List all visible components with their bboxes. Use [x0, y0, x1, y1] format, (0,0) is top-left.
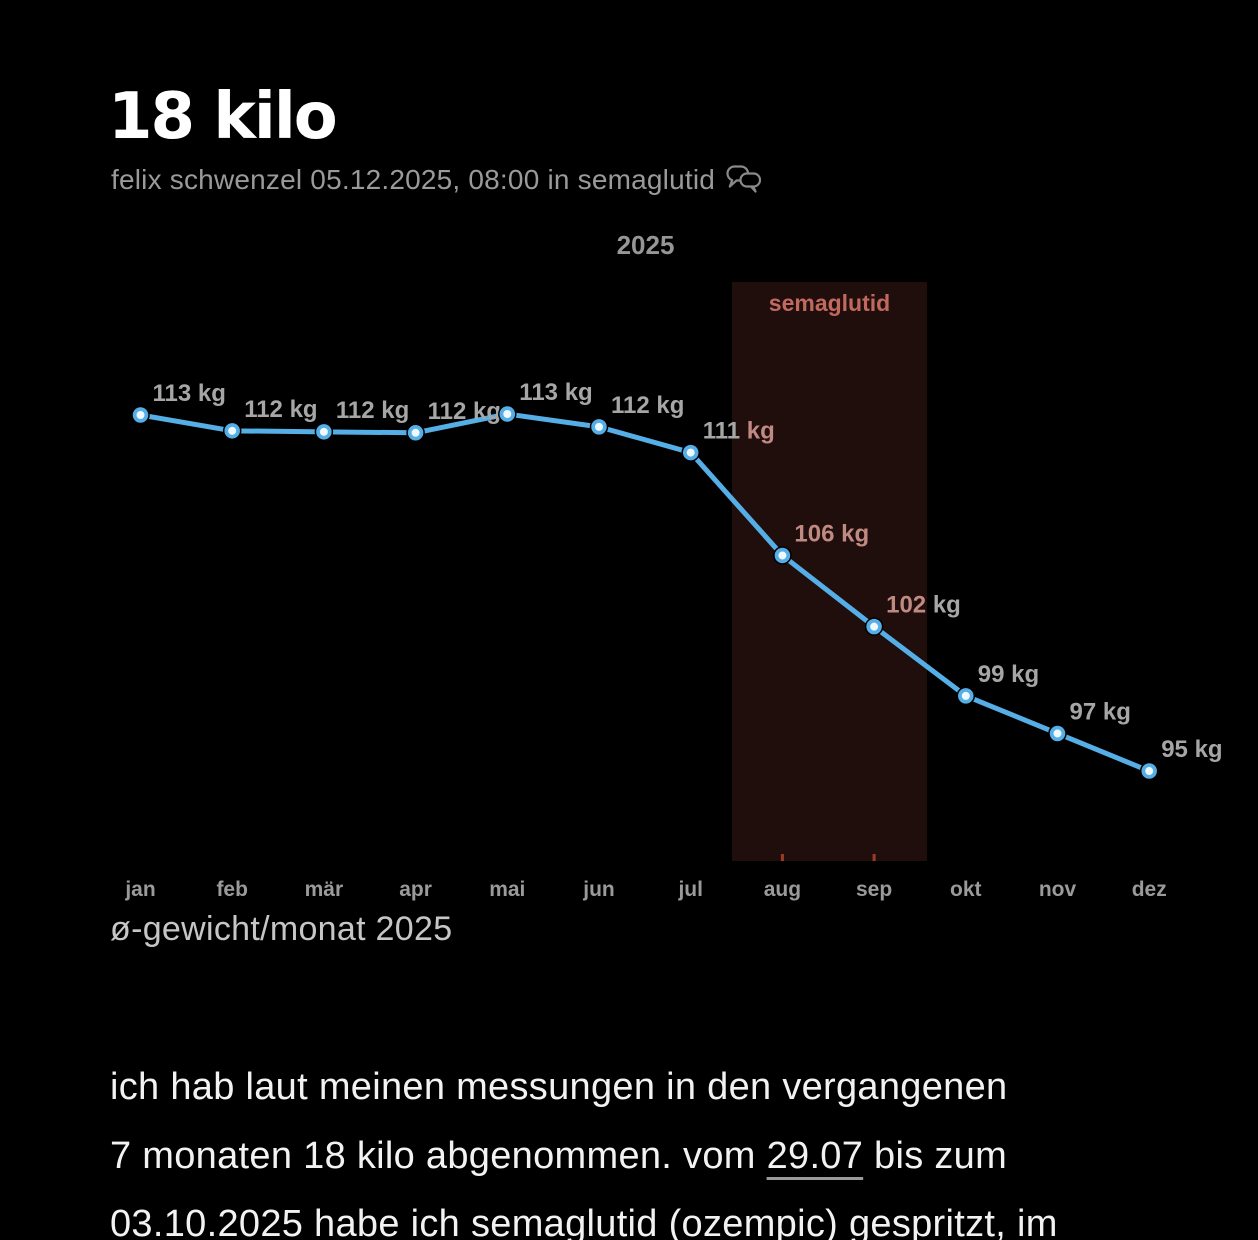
body-text: 03.10.2025 habe ich semaglutid (ozempic)… — [110, 1203, 1058, 1240]
point-label-dez: 95 kg — [1161, 736, 1222, 763]
byline: felix schwenzel 05.12.2025, 08:00 in sem… — [111, 164, 763, 196]
point-label-apr: 112 kg — [428, 398, 501, 425]
data-point-center-aug — [778, 551, 787, 560]
x-tick-dez: dez — [1132, 878, 1167, 901]
point-label-sep: 102 kg — [886, 592, 961, 619]
data-point-center-jan — [136, 411, 145, 419]
x-tick-apr: apr — [399, 878, 432, 901]
date-link[interactable]: 29.07 — [766, 1134, 864, 1177]
data-point-center-feb — [228, 426, 237, 435]
data-point-nov[interactable] — [1048, 724, 1067, 743]
region-label: semaglutid — [769, 290, 890, 316]
x-tick-jun: jun — [582, 878, 615, 901]
body-line: 7 monaten 18 kilo abgenommen. vom 29.07 … — [110, 1122, 1190, 1191]
x-tick-sep: sep — [856, 878, 892, 901]
data-point-mai[interactable] — [498, 404, 517, 424]
data-point-center-apr — [411, 428, 420, 437]
data-point-okt[interactable] — [956, 686, 976, 706]
point-label-okt: 99 kg — [978, 661, 1039, 688]
point-label-mär: 112 kg — [336, 397, 409, 424]
data-point-center-jun — [595, 422, 603, 431]
data-point-jun[interactable] — [589, 417, 609, 437]
x-tick-feb: feb — [216, 878, 248, 901]
data-point-center-mär — [319, 427, 328, 436]
comments-icon[interactable] — [725, 164, 763, 193]
data-point-center-dez — [1145, 767, 1154, 776]
point-label-nov: 97 kg — [1070, 698, 1131, 725]
point-label-jun: 112 kg — [611, 392, 684, 419]
byline-in-label: in — [547, 164, 570, 195]
x-tick-nov: nov — [1039, 878, 1077, 901]
x-tick-jan: jan — [124, 878, 155, 901]
data-point-aug[interactable] — [773, 546, 792, 565]
data-point-mär[interactable] — [314, 422, 334, 442]
body-text: ich hab laut meinen messungen in den ver… — [110, 1066, 1008, 1108]
body-text: bis zum — [863, 1134, 1008, 1177]
region-axis-tick — [872, 854, 876, 861]
x-tick-aug: aug — [764, 878, 801, 901]
point-label-feb: 112 kg — [244, 396, 317, 423]
data-point-jul[interactable] — [681, 443, 700, 462]
point-label-jan: 113 kg — [153, 380, 226, 407]
data-point-dez[interactable] — [1139, 761, 1159, 781]
data-point-sep[interactable] — [864, 617, 884, 636]
x-tick-mär: mär — [305, 878, 344, 901]
data-point-jan[interactable] — [131, 405, 150, 425]
chart-title: 2025 — [617, 230, 675, 260]
page-title: 18 kilo — [108, 80, 338, 154]
body-line: 03.10.2025 habe ich semaglutid (ozempic)… — [110, 1190, 1190, 1240]
data-point-center-okt — [961, 691, 970, 700]
weight-line-series — [138, 411, 1152, 774]
chart-caption: ø-gewicht/monat 2025 — [110, 910, 453, 948]
point-label-mai: 113 kg — [519, 379, 592, 406]
point-label-jul: 111 kg — [703, 418, 775, 445]
body-text: 7 monaten 18 kilo abgenommen. vom — [110, 1134, 767, 1177]
x-tick-mai: mai — [489, 878, 525, 901]
x-tick-okt: okt — [950, 878, 982, 901]
data-point-apr[interactable] — [406, 423, 425, 443]
byline-author[interactable]: felix schwenzel — [111, 164, 303, 195]
treatment-region-highlight — [732, 282, 927, 861]
data-point-center-mai — [503, 410, 512, 419]
byline-datetime: 05.12.2025, 08:00 — [310, 164, 540, 195]
body-line: ich hab laut meinen messungen in den ver… — [110, 1053, 1190, 1122]
article-body: ich hab laut meinen messungen in den ver… — [110, 1053, 1190, 1240]
x-tick-jul: jul — [677, 878, 703, 901]
data-point-feb[interactable] — [222, 421, 242, 441]
byline-category-link[interactable]: semaglutid — [577, 164, 716, 195]
region-axis-tick — [780, 854, 784, 861]
data-point-center-sep — [870, 622, 879, 631]
data-point-center-jul — [686, 448, 695, 457]
data-point-center-nov — [1053, 729, 1062, 738]
point-label-aug: 106 kg — [794, 520, 869, 547]
